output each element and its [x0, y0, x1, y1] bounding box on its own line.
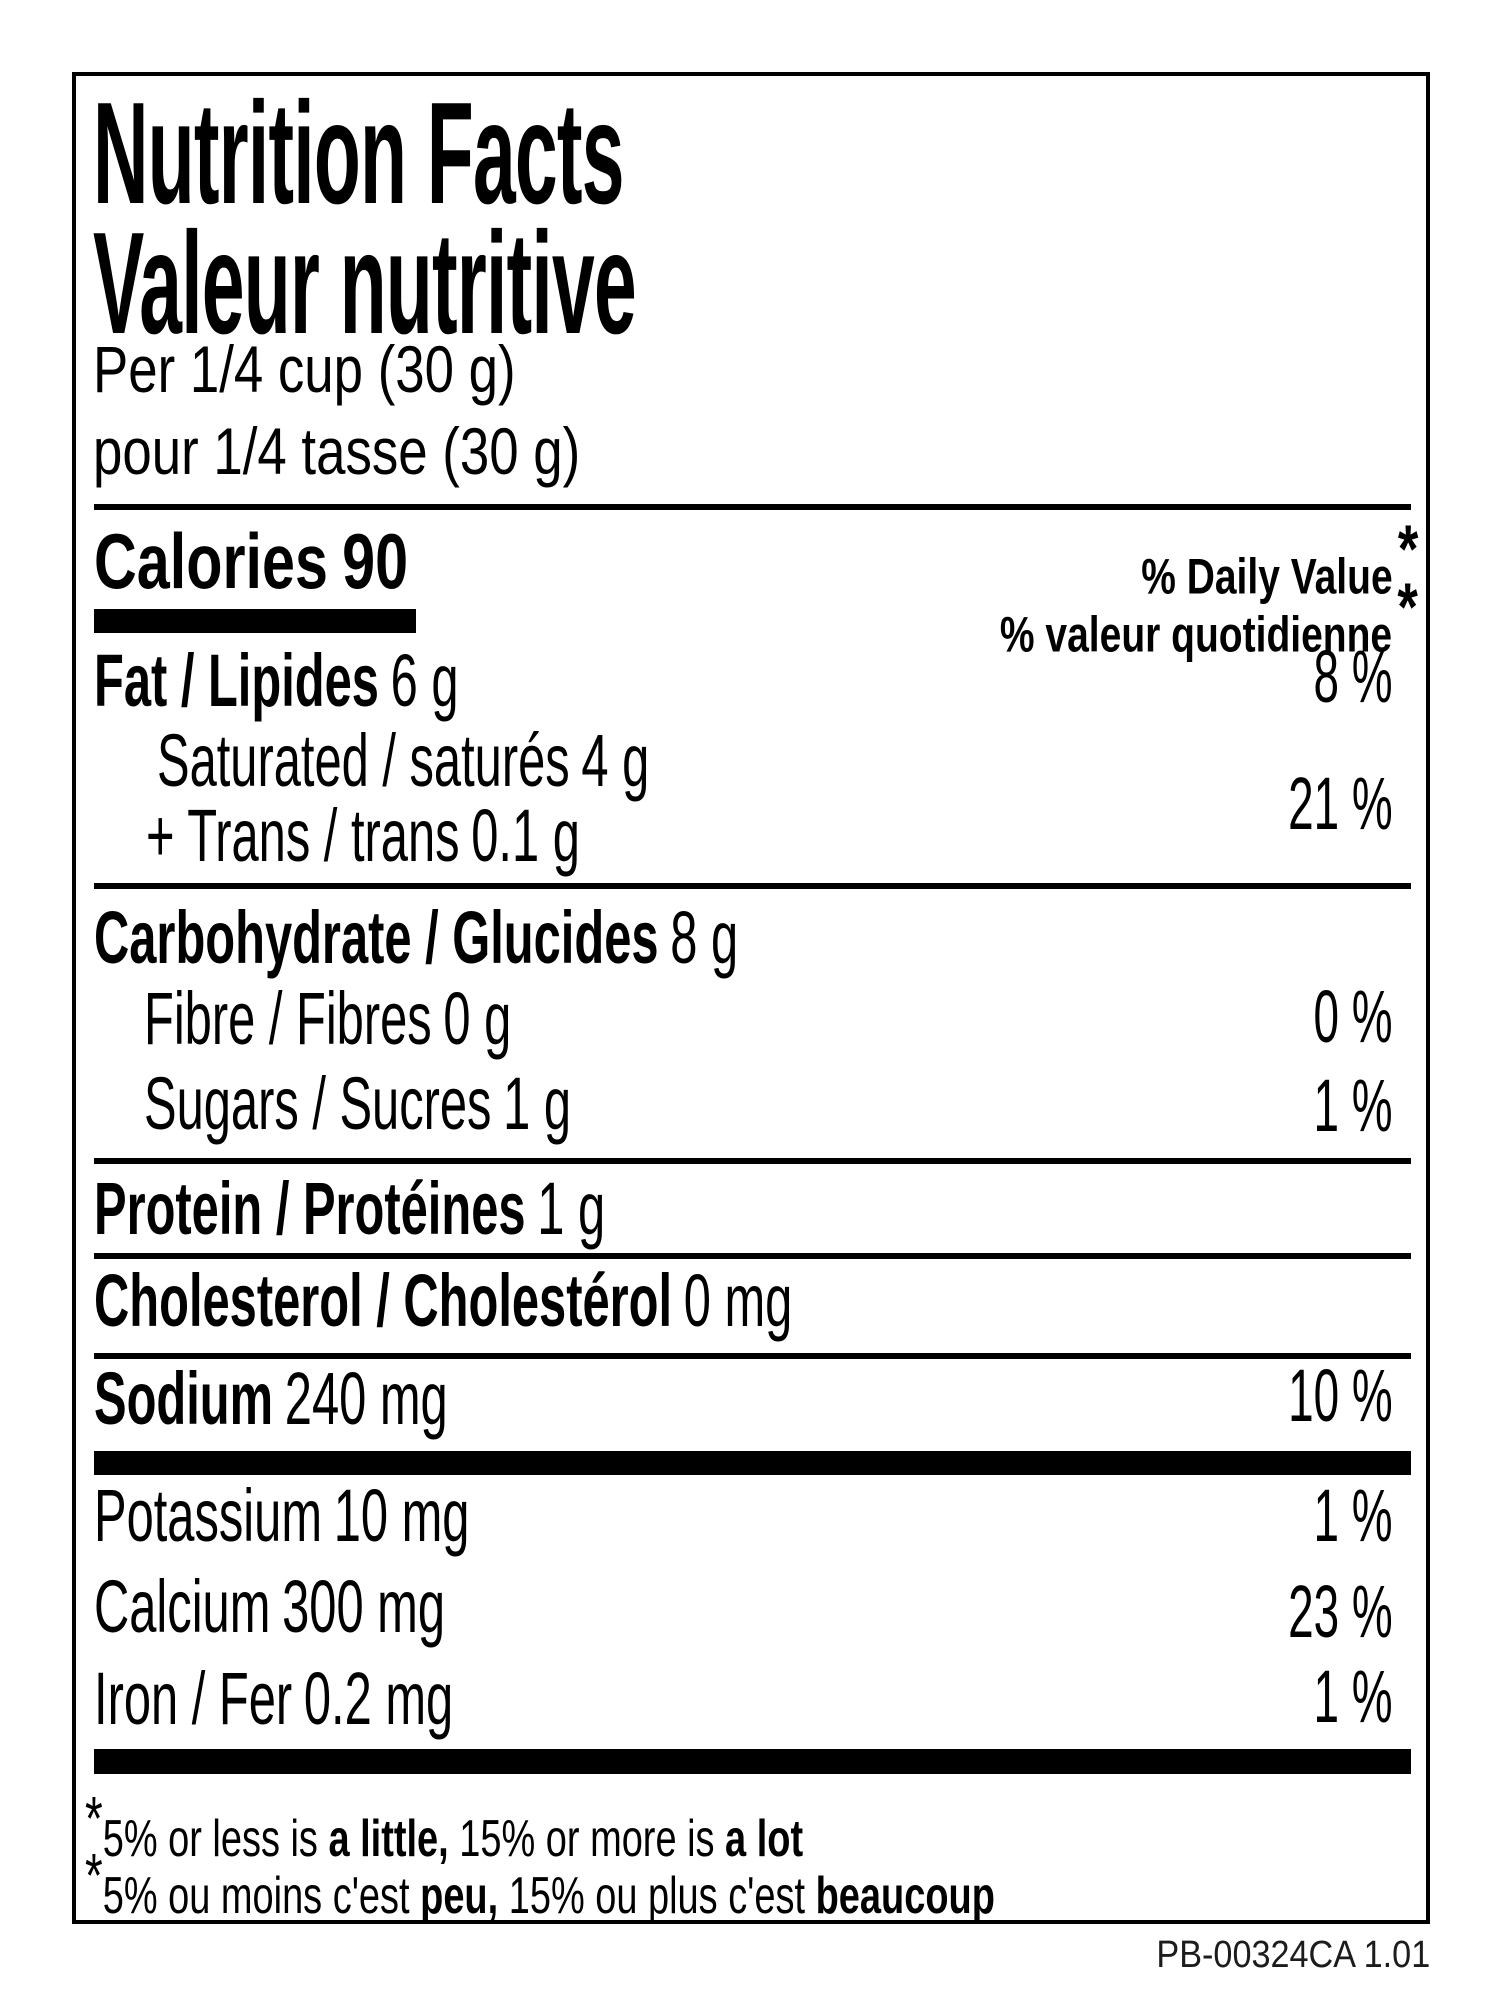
calories-underline-bar [94, 609, 416, 633]
nutrient-label: Iron / Fer [94, 1657, 293, 1740]
nutrient-label: Calcium [94, 1565, 271, 1648]
dv-value-fat: 8 % [1313, 635, 1393, 718]
footnote-en: *5% or less is a little, 15% or more is … [85, 1785, 804, 1869]
dv-value-calcium: 23 % [1288, 1570, 1393, 1653]
dv-value-saturated-trans: 21 % [1288, 762, 1393, 845]
calories-value: 90 [342, 517, 409, 605]
nutrient-amount: 1 g [503, 1062, 572, 1145]
asterisk-icon: * [1397, 570, 1418, 645]
nutrient-row-trans: + Trans / trans 0.1 g [146, 799, 580, 873]
carb-protein-rule [94, 1158, 1411, 1164]
nutrient-row-fibre: Fibre / Fibres 0 g [144, 982, 511, 1056]
nutrient-label: + Trans / trans [146, 794, 460, 877]
nutrient-label: Potassium [94, 1474, 323, 1557]
asterisk-icon: * [85, 1842, 103, 1911]
nutrient-label: Carbohydrate / Glucides [94, 896, 659, 979]
protein-cholesterol-rule [94, 1253, 1411, 1259]
calories-row: Calories 90 [94, 522, 408, 600]
nutrient-amount: 0 g [443, 977, 512, 1060]
nutrient-amount: 0 mg [683, 1259, 793, 1342]
nutrient-label: Protein / Protéines [94, 1167, 526, 1250]
nutrient-amount: 0.1 g [471, 794, 580, 877]
nutrient-row-carbohydrate: Carbohydrate / Glucides 8 g [94, 901, 738, 975]
dv-value-sugars: 1 % [1313, 1064, 1393, 1147]
serving-size-fr: pour 1/4 tasse (30 g) [93, 414, 581, 488]
nutrient-amount: 4 g [581, 719, 650, 802]
nutrient-label: Sodium [94, 1357, 274, 1440]
daily-value-header-en: % Daily Value* [1140, 512, 1418, 605]
header-rule [94, 504, 1411, 510]
nutrient-label: Fat / Lipides [94, 639, 379, 722]
cholesterol-sodium-rule [94, 1353, 1411, 1359]
dv-value-potassium: 1 % [1313, 1474, 1393, 1557]
sodium-minerals-thick-bar [94, 1451, 1411, 1475]
dv-value-fibre: 0 % [1313, 975, 1393, 1058]
serving-size-en: Per 1/4 cup (30 g) [93, 332, 516, 406]
nutrient-amount: 240 mg [284, 1357, 448, 1440]
nutrition-label-box: Nutrition Facts Valeur nutritive Per 1/4… [72, 72, 1430, 1924]
nutrient-row-saturated: Saturated / saturés 4 g [157, 724, 649, 798]
label-code: PB-00324CA 1.01 [1156, 1934, 1430, 1976]
daily-value-header-fr: % valeur quotidienne* [1000, 570, 1418, 663]
nutrient-row-potassium: Potassium 10 mg [94, 1479, 469, 1553]
nutrient-row-calcium: Calcium 300 mg [94, 1570, 445, 1644]
nutrient-label: Cholesterol / Cholestérol [94, 1259, 673, 1342]
nutrient-amount: 0.2 mg [303, 1657, 454, 1740]
dv-value-iron: 1 % [1313, 1655, 1393, 1738]
asterisk-icon: * [1397, 512, 1418, 587]
asterisk-icon: * [85, 1785, 103, 1854]
calories-label: Calories [94, 517, 328, 605]
dv-value-sodium: 10 % [1288, 1354, 1393, 1437]
minerals-footnote-thick-bar [94, 1749, 1411, 1774]
nutrient-label: Fibre / Fibres [144, 977, 432, 1060]
title-valeur-nutritive: Valeur nutritive [93, 202, 637, 364]
footnote-fr: *5% ou moins c'est peu, 15% ou plus c'es… [85, 1842, 995, 1926]
nutrient-row-sugars: Sugars / Sucres 1 g [144, 1067, 571, 1141]
nutrient-row-fat: Fat / Lipides 6 g [94, 644, 459, 718]
nutrient-row-sodium: Sodium 240 mg [94, 1362, 448, 1436]
nutrient-row-iron: Iron / Fer 0.2 mg [94, 1662, 453, 1736]
nutrient-amount: 10 mg [333, 1474, 470, 1557]
fat-carb-rule [94, 883, 1411, 889]
nutrient-amount: 8 g [670, 896, 739, 979]
nutrient-label: Sugars / Sucres [144, 1062, 492, 1145]
nutrient-row-cholesterol: Cholesterol / Cholestérol 0 mg [94, 1264, 792, 1338]
nutrient-amount: 6 g [390, 639, 459, 722]
title-nutrition-facts: Nutrition Facts [93, 72, 624, 234]
nutrient-label: Saturated / saturés [157, 719, 570, 802]
nutrient-row-protein: Protein / Protéines 1 g [94, 1172, 605, 1246]
nutrient-amount: 1 g [537, 1167, 606, 1250]
nutrient-amount: 300 mg [282, 1565, 446, 1648]
